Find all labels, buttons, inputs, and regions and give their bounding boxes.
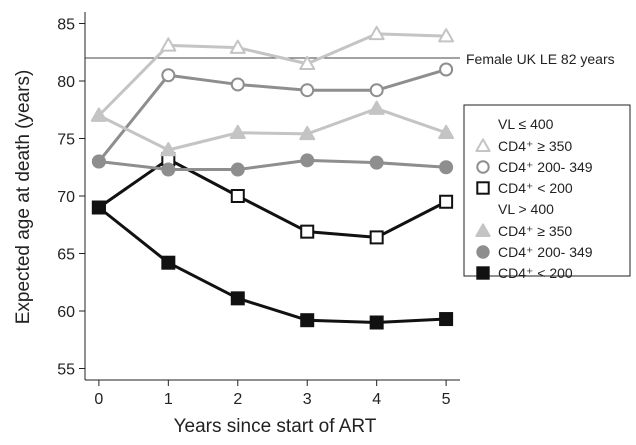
data-point bbox=[300, 153, 315, 168]
data-point bbox=[160, 37, 177, 52]
legend-group-title: VL > 400 bbox=[498, 201, 554, 217]
x-tick-label: 2 bbox=[233, 391, 242, 408]
series-line-2 bbox=[98, 157, 447, 239]
x-tick-label: 3 bbox=[303, 391, 312, 408]
y-axis-label: Expected age at death (years) bbox=[13, 70, 34, 325]
legend-marker bbox=[476, 245, 490, 259]
legend-box bbox=[463, 104, 631, 277]
x-tick-label: 4 bbox=[372, 391, 381, 408]
legend-marker bbox=[476, 181, 490, 195]
data-point bbox=[90, 107, 107, 122]
legend-entry-label: CD4⁺ ≥ 350 bbox=[498, 223, 572, 239]
y-tick-label: 80 bbox=[57, 74, 75, 91]
data-point bbox=[438, 28, 455, 43]
data-point bbox=[161, 162, 176, 177]
data-point bbox=[230, 291, 245, 306]
data-point bbox=[300, 313, 315, 328]
x-tick-label: 1 bbox=[164, 391, 173, 408]
data-point bbox=[160, 142, 177, 157]
data-point bbox=[299, 125, 316, 141]
series-line-4 bbox=[98, 158, 447, 172]
legend-marker bbox=[475, 223, 491, 237]
data-point bbox=[439, 194, 454, 209]
chart-reference-layer: Female UK LE 82 years bbox=[85, 51, 615, 67]
legend-marker bbox=[476, 266, 490, 280]
y-tick-label: 70 bbox=[57, 189, 75, 206]
series-line-1 bbox=[97, 68, 447, 163]
data-point bbox=[439, 62, 454, 77]
x-axis-label: Years since start of ART bbox=[174, 416, 377, 437]
legend-marker bbox=[475, 138, 491, 152]
data-point bbox=[369, 230, 384, 245]
data-point bbox=[161, 68, 176, 83]
data-point bbox=[439, 312, 454, 327]
series-line-5 bbox=[97, 206, 447, 324]
chart-series bbox=[90, 25, 455, 330]
x-tick-label: 0 bbox=[94, 391, 103, 408]
data-point bbox=[230, 189, 245, 203]
legend-entry-label: CD4⁺ < 200 bbox=[498, 180, 573, 196]
legend-marker bbox=[476, 160, 490, 174]
data-point bbox=[229, 124, 246, 139]
data-point bbox=[91, 154, 106, 169]
data-point bbox=[439, 160, 454, 175]
data-point bbox=[368, 100, 385, 115]
data-point bbox=[229, 39, 246, 54]
data-point bbox=[230, 162, 245, 177]
data-point bbox=[230, 77, 245, 92]
y-tick-label: 75 bbox=[57, 132, 75, 149]
reference-line-label: Female UK LE 82 years bbox=[466, 51, 615, 67]
y-tick-label: 60 bbox=[57, 304, 75, 321]
chart-legend: VL ≤ 400 CD4⁺ ≥ 350 CD4⁺ 200- 349 CD4⁺ < 20… bbox=[463, 104, 631, 281]
data-point bbox=[161, 255, 176, 270]
y-tick-label: 55 bbox=[57, 362, 75, 379]
y-tick-label: 85 bbox=[57, 17, 75, 34]
data-point bbox=[369, 83, 384, 98]
data-point bbox=[299, 55, 316, 70]
data-point bbox=[369, 315, 384, 330]
series-line-0 bbox=[97, 32, 447, 117]
data-point bbox=[91, 200, 106, 215]
data-point bbox=[369, 155, 384, 170]
data-point bbox=[300, 83, 315, 98]
legend-entry-label: CD4⁺ ≥ 350 bbox=[498, 138, 572, 154]
x-tick-label: 5 bbox=[442, 391, 451, 408]
legend-group-title: VL ≤ 400 bbox=[498, 116, 554, 132]
data-point bbox=[438, 124, 455, 139]
legend-entry-label: CD4⁺ 200- 349 bbox=[498, 244, 593, 260]
series-line-3 bbox=[98, 107, 447, 152]
y-tick-label: 65 bbox=[57, 247, 75, 264]
data-point bbox=[300, 224, 315, 239]
legend-entry-label: CD4⁺ 200- 349 bbox=[498, 159, 593, 175]
data-point bbox=[368, 25, 385, 41]
legend-entry-label: CD4⁺ < 200 bbox=[498, 265, 573, 281]
chart-labels: Years since start of ART Expected age at… bbox=[13, 70, 377, 437]
